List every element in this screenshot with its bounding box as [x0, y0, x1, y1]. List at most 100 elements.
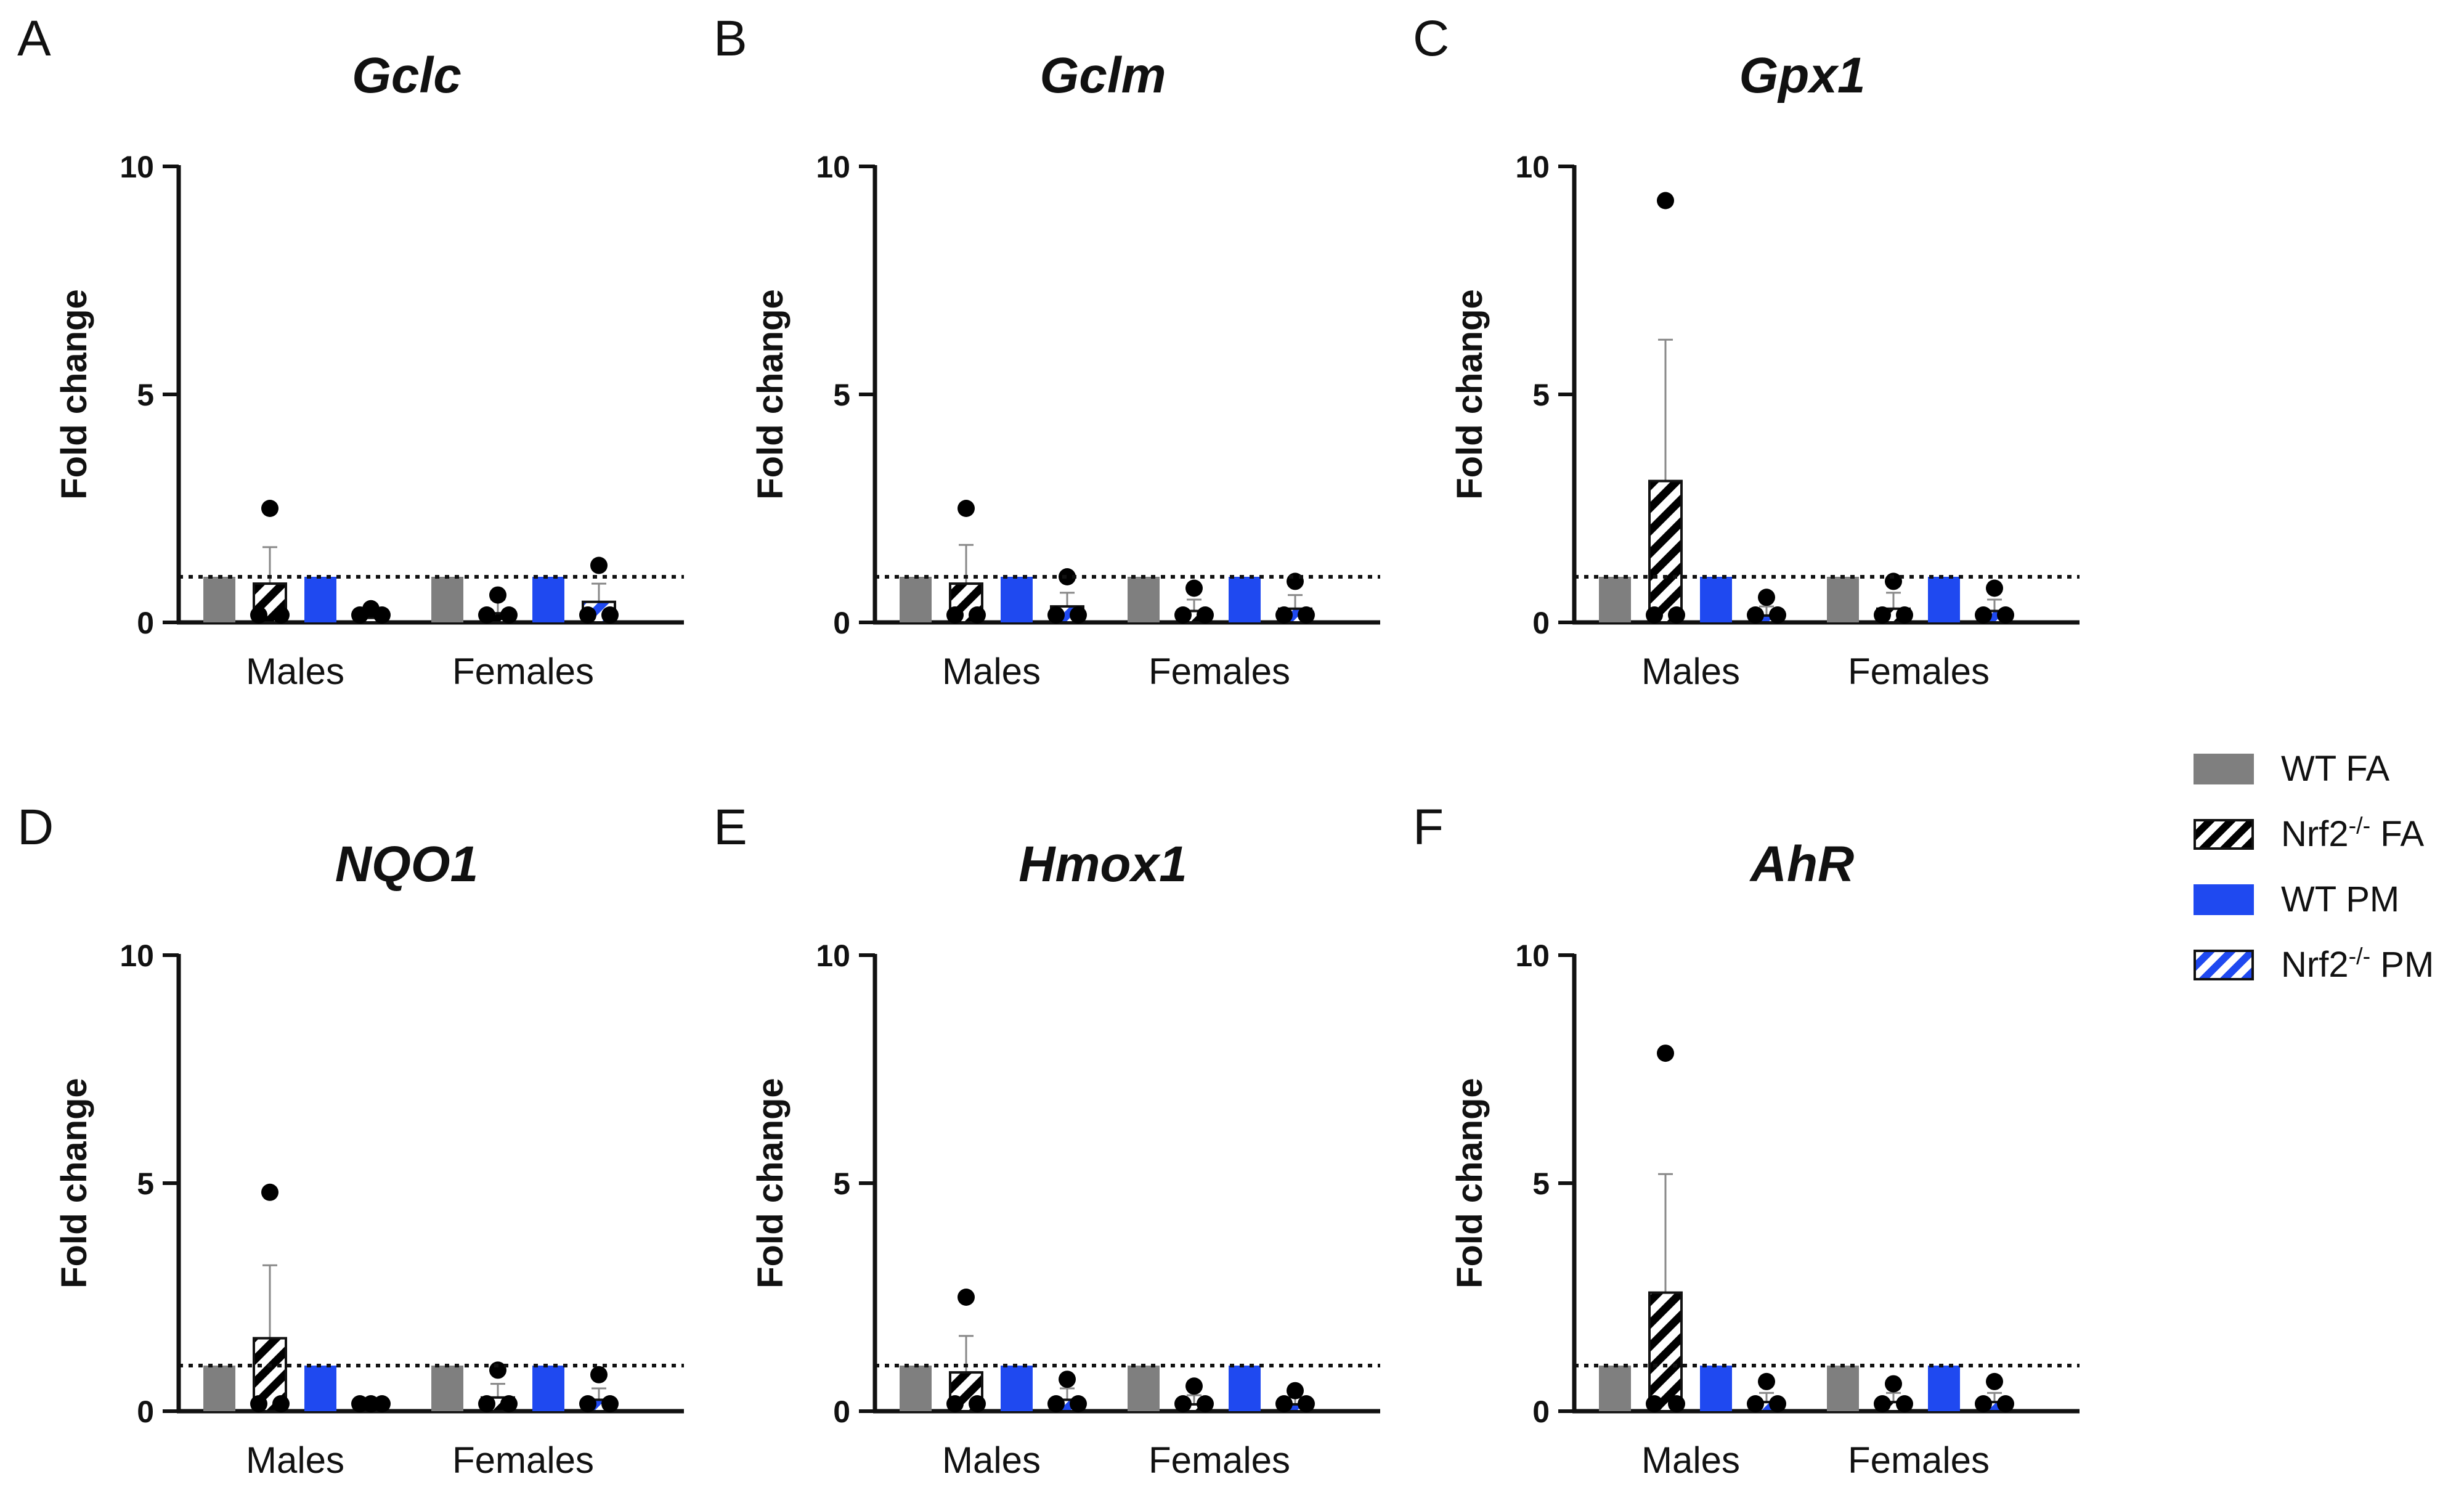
legend-label-base: Nrf2	[2281, 945, 2349, 985]
category-label: Females	[1149, 1440, 1290, 1481]
bar	[900, 1366, 932, 1411]
data-point	[1885, 1375, 1902, 1393]
y-tick-label: 10	[816, 150, 850, 184]
y-tick-label: 5	[137, 1167, 154, 1201]
data-point	[351, 1395, 368, 1412]
data-point	[1747, 606, 1764, 624]
data-point	[601, 606, 619, 624]
bar	[900, 577, 932, 622]
panel-letter: F	[1413, 799, 1444, 855]
panel-letter: D	[17, 799, 54, 855]
legend-item-nrf2-pm: Nrf2-/- PM	[2194, 945, 2452, 1010]
data-point	[1769, 606, 1786, 624]
category-label: Males	[246, 651, 344, 692]
data-point	[579, 606, 596, 624]
data-point	[1174, 606, 1192, 624]
category-label: Females	[1848, 651, 1990, 692]
data-point	[272, 1395, 290, 1412]
data-point	[969, 606, 986, 624]
y-tick-label: 5	[137, 378, 154, 412]
legend-item-nrf2-fa: Nrf2-/- FA	[2194, 814, 2452, 879]
panel-a: A Gclc Fold change 0 5 10 Males Females	[17, 10, 684, 692]
panel-title: Gpx1	[1739, 47, 1865, 104]
panel-b: B Gclm Fold change 0 5 10 Males Females	[714, 10, 1380, 692]
data-point	[1997, 1395, 2014, 1412]
data-point	[946, 1395, 964, 1412]
panel-letter: E	[714, 799, 747, 855]
bar	[1648, 1291, 1683, 1413]
bar	[1128, 577, 1160, 622]
data-point	[373, 1395, 391, 1412]
y-tick-label: 5	[833, 1167, 850, 1201]
data-point	[1997, 606, 2014, 624]
data-point	[500, 606, 518, 624]
data-point	[478, 1395, 495, 1412]
data-point	[1668, 1395, 1685, 1412]
data-point	[1874, 1395, 1891, 1412]
bar	[304, 1366, 336, 1411]
data-point	[1070, 1395, 1087, 1412]
data-point	[601, 1395, 619, 1412]
data-point	[1758, 1372, 1775, 1390]
data-point	[1668, 606, 1685, 624]
data-point	[1185, 1377, 1203, 1395]
legend-label: Nrf2-/- PM	[2281, 945, 2434, 985]
data-point	[1275, 1395, 1293, 1412]
data-point	[1047, 1395, 1065, 1412]
panel-title: Gclc	[352, 47, 461, 104]
y-tick-label: 10	[1515, 939, 1550, 973]
category-label: Males	[942, 1440, 1041, 1481]
panel-title: NQO1	[335, 836, 478, 892]
panel-title: AhR	[1749, 836, 1855, 892]
data-point	[261, 500, 279, 517]
data-point	[373, 606, 391, 624]
data-point	[1986, 1372, 2003, 1390]
bar	[1001, 1366, 1033, 1411]
y-axis-label: Fold change	[1450, 289, 1490, 500]
data-point	[1896, 606, 1913, 624]
category-label: Females	[452, 1440, 594, 1481]
data-point	[1298, 606, 1315, 624]
bar	[431, 1366, 463, 1411]
bar	[1599, 1366, 1631, 1411]
data-point	[1275, 606, 1293, 624]
bar	[1229, 1366, 1261, 1411]
legend-label: WT PM	[2281, 879, 2399, 920]
y-tick-label: 0	[1532, 1395, 1550, 1429]
data-point	[1059, 1371, 1076, 1388]
data-point	[1747, 1395, 1764, 1412]
bar	[1599, 577, 1631, 622]
data-point	[478, 606, 495, 624]
bar	[1229, 577, 1261, 622]
y-tick-label: 5	[833, 378, 850, 412]
legend-label-base: Nrf2	[2281, 814, 2349, 854]
panel-d: D NQO1 Fold change 0 5 10 Males Females	[17, 799, 684, 1481]
legend-swatch	[2194, 819, 2254, 850]
y-tick-label: 0	[1532, 606, 1550, 640]
y-axis-label: Fold change	[54, 289, 94, 500]
bar	[1001, 577, 1033, 622]
panel-e: E Hmox1 Fold change 0 5 10 Males Females	[714, 799, 1380, 1481]
data-point	[1197, 1395, 1214, 1412]
y-axis-label: Fold change	[750, 289, 791, 500]
data-point	[590, 556, 608, 574]
category-label: Males	[1641, 1440, 1740, 1481]
data-point	[1287, 1382, 1304, 1399]
data-point	[1185, 579, 1203, 597]
y-tick-label: 10	[120, 150, 154, 184]
bar	[203, 1366, 235, 1411]
panel-letter: A	[17, 10, 51, 67]
data-point	[1896, 1395, 1913, 1412]
legend-swatch	[2194, 950, 2254, 980]
bar	[1827, 577, 1859, 622]
legend-label-suffix: FA	[2370, 814, 2425, 854]
data-point	[500, 1395, 518, 1412]
data-point	[969, 1395, 986, 1412]
legend-label-sup: -/-	[2348, 943, 2371, 969]
panel-title: Gclm	[1039, 47, 1166, 104]
y-tick-label: 0	[137, 1395, 154, 1429]
legend-swatch	[2194, 884, 2254, 915]
category-label: Females	[452, 651, 594, 692]
y-tick-label: 0	[833, 606, 850, 640]
legend-label: Nrf2-/- FA	[2281, 814, 2424, 855]
